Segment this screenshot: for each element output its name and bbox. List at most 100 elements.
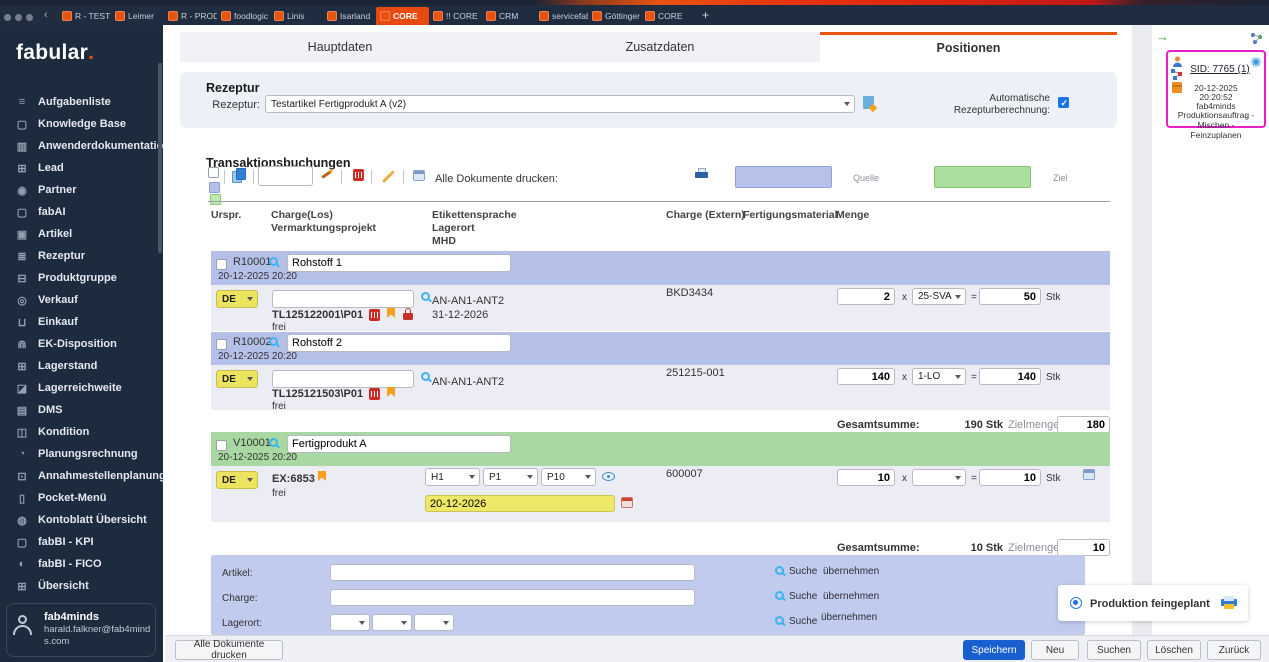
calendar-icon[interactable] (621, 497, 633, 508)
edit-pencil-icon[interactable] (382, 170, 395, 183)
lagerort-select-3[interactable]: P10 (541, 468, 596, 486)
copy-icon[interactable] (232, 168, 246, 183)
artikel-input[interactable] (330, 564, 695, 581)
sid-card[interactable]: SID: 7765 (1) 20-12-2025 20:20:52 fab4mi… (1166, 50, 1266, 140)
tab-zusatzdaten[interactable]: Zusatzdaten (500, 32, 820, 62)
select-all-checkbox[interactable] (208, 167, 219, 178)
toolbar-input[interactable] (258, 166, 313, 186)
row-checkbox[interactable] (216, 259, 227, 270)
production-radio[interactable] (1070, 597, 1082, 609)
language-select[interactable]: DE (216, 370, 258, 388)
recipe-document-icon[interactable] (863, 96, 874, 109)
sidebar-item-fabbi-fico[interactable]: ◐ fabBI - FICO (0, 553, 163, 575)
uebernehmen-link[interactable]: übernehmen (823, 566, 880, 577)
delete-button[interactable]: Löschen (1147, 640, 1201, 660)
window-control-zoom[interactable] (26, 14, 33, 21)
sidebar-item-fabai[interactable]: ▢ fabAI (0, 201, 163, 223)
lagerort-select-1[interactable]: H1 (425, 468, 480, 486)
search-icon[interactable] (269, 438, 278, 447)
expand-arrow-icon[interactable]: → (1156, 29, 1169, 44)
row-checkbox[interactable] (216, 440, 227, 451)
qty-input[interactable] (837, 469, 895, 486)
qty-input[interactable] (837, 368, 895, 385)
total-input[interactable] (979, 469, 1041, 486)
share-graph-icon[interactable] (1250, 32, 1263, 45)
flag-icon[interactable] (318, 471, 326, 481)
unit-select[interactable]: 25-SVA (912, 288, 966, 305)
sidebar-item-fabbi-kpi[interactable]: ▢ fabBI - KPI (0, 531, 163, 553)
delete-icon[interactable] (353, 168, 364, 181)
user-card[interactable] (6, 603, 156, 657)
suche-link[interactable]: Suche (789, 566, 818, 577)
sidebar-item-annahmestellenplanung[interactable]: ⊡ Annahmestellenplanung (0, 465, 163, 487)
zielmenge-input[interactable] (1057, 416, 1110, 433)
row-name-input[interactable] (287, 334, 511, 352)
auto-rezeptur-checkbox[interactable] (1058, 97, 1069, 109)
print-document-icon[interactable] (1083, 469, 1095, 480)
new-tab-button[interactable]: + (702, 8, 710, 22)
charge-form-input[interactable] (330, 589, 695, 606)
window-control-minimize[interactable] (15, 14, 22, 21)
delete-lot-icon[interactable] (369, 308, 380, 321)
browser-tab[interactable]: foodlogic (217, 7, 270, 25)
search-icon[interactable] (775, 616, 784, 625)
panel-splitter[interactable] (1132, 25, 1152, 635)
suche-link[interactable]: Suche (789, 616, 818, 627)
row-name-input[interactable] (287, 435, 511, 453)
lagerort-form-select-3[interactable] (414, 614, 454, 631)
sidebar-item-kontoblatt[interactable]: ◍ Kontoblatt Übersicht (0, 509, 163, 531)
browser-tab-active[interactable]: CORE (376, 7, 429, 25)
sidebar-item-dms[interactable]: ▤ DMS (0, 399, 163, 421)
magic-wand-icon[interactable] (320, 168, 334, 182)
mhd-date-input[interactable] (425, 495, 615, 512)
uebernehmen-link[interactable]: übernehmen (823, 591, 880, 602)
charge-input[interactable] (272, 290, 414, 308)
refresh-badge-icon[interactable] (1250, 56, 1262, 68)
sidebar-item-artikel[interactable]: ▣ Artikel (0, 223, 163, 245)
browser-tab[interactable]: R - PRODU... (164, 7, 217, 25)
suche-link[interactable]: Suche (789, 591, 818, 602)
sidebar-item-uebersicht[interactable]: ⊞ Übersicht (0, 575, 163, 597)
window-control-close[interactable] (4, 14, 11, 21)
save-button[interactable]: Speichern (963, 640, 1025, 660)
sidebar-item-verkauf[interactable]: ◎ Verkauf (0, 289, 163, 311)
search-icon[interactable] (421, 372, 430, 381)
browser-tab[interactable]: Isarland (323, 7, 376, 25)
sidebar-item-knowledge-base[interactable]: ▢ Knowledge Base (0, 113, 163, 135)
sidebar-item-rezeptur[interactable]: ≣ Rezeptur (0, 245, 163, 267)
unit-select[interactable] (912, 469, 966, 486)
sidebar-item-einkauf[interactable]: ⊔ Einkauf (0, 311, 163, 333)
sidebar-item-anwenderdokumentation[interactable]: ▥ Anwenderdokumentation (0, 135, 163, 157)
sidebar-scrollbar[interactable] (158, 63, 162, 253)
eye-icon[interactable] (602, 472, 615, 481)
delete-lot-icon[interactable] (369, 387, 380, 400)
sidebar-item-partner[interactable]: ◉ Partner (0, 179, 163, 201)
search-icon[interactable] (421, 292, 430, 301)
unit-select[interactable]: 1-LO (912, 368, 966, 385)
sidebar-item-planungsrechnung[interactable]: ◔ Planungsrechnung (0, 443, 163, 465)
row-checkbox[interactable] (216, 339, 227, 350)
zielmenge-input[interactable] (1057, 539, 1110, 556)
browser-back-icon[interactable]: ‹ (44, 9, 48, 21)
sidebar-item-aufgabenliste[interactable]: ≡ Aufgabenliste (0, 91, 163, 113)
calendar-icon[interactable] (413, 170, 425, 181)
lagerort-select-2[interactable]: P1 (483, 468, 538, 486)
browser-tab[interactable]: CRM (482, 7, 535, 25)
print-all-documents-button[interactable]: Alle Dokumente drucken (175, 639, 283, 661)
browser-tab[interactable]: Leimer (111, 7, 164, 25)
sidebar-item-lead[interactable]: ⊞ Lead (0, 157, 163, 179)
lagerort-form-select-2[interactable] (372, 614, 412, 631)
flag-icon[interactable] (387, 308, 395, 318)
sid-link[interactable]: SID: 7765 (1) (1190, 64, 1250, 75)
search-icon[interactable] (775, 591, 784, 600)
tab-hauptdaten[interactable]: Hauptdaten (180, 32, 500, 62)
browser-tab[interactable]: servicefab... (535, 7, 588, 25)
printer-icon[interactable] (695, 168, 708, 180)
sidebar-item-kondition[interactable]: ◫ Kondition (0, 421, 163, 443)
search-icon[interactable] (269, 257, 278, 266)
charge-input[interactable] (272, 370, 414, 388)
total-input[interactable] (979, 368, 1041, 385)
browser-tab[interactable]: Göttinger (588, 7, 641, 25)
browser-tab[interactable]: R - TEST (58, 7, 111, 25)
row-name-input[interactable] (287, 254, 511, 272)
